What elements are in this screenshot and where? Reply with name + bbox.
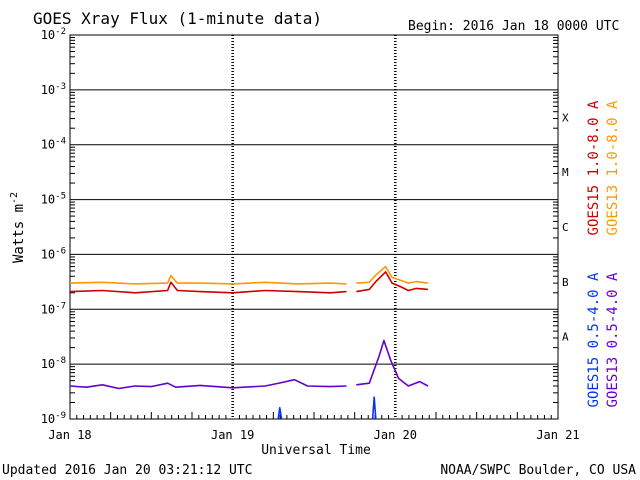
y-tick-label: 10-7 (41, 301, 66, 316)
credit-line: NOAA/SWPC Boulder, CO USA (440, 463, 636, 478)
y-axis-label: Watts m-2 (9, 192, 27, 263)
series-line-3 (69, 339, 429, 390)
chart-title: GOES Xray Flux (1-minute data) (33, 9, 322, 28)
x-tick-label: Jan 19 (211, 428, 254, 442)
begin-label: Begin: 2016 Jan 18 0000 UTC (408, 19, 619, 34)
x-tick-label: Jan 21 (536, 428, 579, 442)
plot-frame (69, 34, 559, 420)
y-tick-label: 10-4 (41, 137, 66, 152)
y-tick-label: 10-5 (41, 192, 66, 207)
flare-class-A: A (562, 331, 569, 344)
flare-class-X: X (562, 111, 569, 124)
x-tick-label: Jan 20 (374, 428, 417, 442)
legend-entry-2: GOES15 0.5-4.0 A (586, 272, 602, 407)
flare-class-B: B (562, 276, 569, 289)
flare-class-C: C (562, 221, 569, 234)
x-tick-label: Jan 18 (48, 428, 91, 442)
updated-timestamp: Updated 2016 Jan 20 03:21:12 UTC (2, 463, 252, 478)
legend-entry-1: GOES13 1.0-8.0 A (605, 100, 621, 235)
y-tick-label: 10-2 (41, 27, 66, 42)
series-line-0 (69, 271, 428, 294)
legend-entry-0: GOES15 1.0-8.0 A (586, 100, 602, 235)
flare-class-M: M (562, 166, 569, 179)
y-tick-label: 10-6 (41, 246, 66, 261)
series-line-1 (69, 265, 429, 285)
y-tick-label: 10-8 (41, 356, 66, 371)
series-line-2 (277, 396, 377, 420)
x-axis-label: Universal Time (261, 443, 371, 458)
y-tick-label: 10-9 (41, 411, 66, 426)
legend-entry-3: GOES13 0.5-4.0 A (605, 272, 621, 407)
y-tick-label: 10-3 (41, 82, 66, 97)
